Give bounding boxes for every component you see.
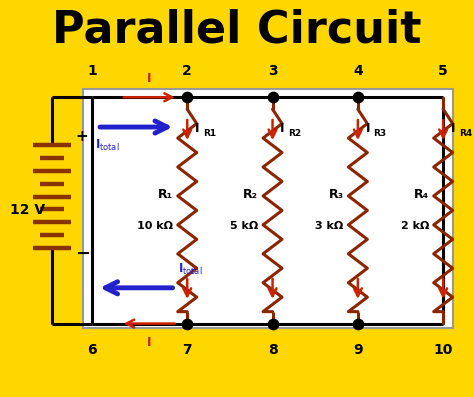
Text: R3: R3 [374, 129, 387, 139]
Text: R4: R4 [459, 129, 472, 139]
Text: R₂: R₂ [243, 188, 258, 201]
Point [354, 320, 362, 327]
Point [354, 94, 362, 100]
Text: R₄: R₄ [414, 188, 429, 201]
Text: 10 kΩ: 10 kΩ [137, 221, 173, 231]
Point [183, 94, 191, 100]
Text: 9: 9 [353, 343, 363, 357]
Point [269, 94, 276, 100]
Bar [83, 89, 453, 328]
Text: 3 kΩ: 3 kΩ [315, 221, 344, 231]
Text: R2: R2 [288, 129, 301, 139]
Text: I: I [365, 121, 370, 135]
Text: 2: 2 [182, 64, 192, 78]
Text: I: I [451, 121, 455, 135]
Text: 2 kΩ: 2 kΩ [401, 221, 429, 231]
Text: 1: 1 [88, 64, 97, 78]
Text: 5: 5 [438, 64, 448, 78]
Point [183, 320, 191, 327]
Text: 10: 10 [434, 343, 453, 357]
Text: +: + [75, 129, 88, 145]
Text: I: I [147, 71, 152, 85]
Text: I: I [280, 121, 284, 135]
Text: 3: 3 [268, 64, 277, 78]
Text: 7: 7 [182, 343, 192, 357]
Text: I: I [147, 336, 152, 349]
Text: I$_{\mathrm{total}}$: I$_{\mathrm{total}}$ [95, 138, 119, 153]
Text: I$_{\mathrm{total}}$: I$_{\mathrm{total}}$ [178, 262, 202, 277]
Text: 8: 8 [268, 343, 277, 357]
Text: Parallel Circuit: Parallel Circuit [52, 8, 422, 51]
Text: 6: 6 [88, 343, 97, 357]
Text: R1: R1 [203, 129, 216, 139]
Text: 5 kΩ: 5 kΩ [230, 221, 258, 231]
Text: R₃: R₃ [328, 188, 344, 201]
Text: 4: 4 [353, 64, 363, 78]
Text: 12 V: 12 V [10, 203, 46, 218]
Point [269, 320, 276, 327]
Text: I: I [195, 121, 199, 135]
Text: R₁: R₁ [158, 188, 173, 201]
Text: −: − [75, 245, 90, 263]
